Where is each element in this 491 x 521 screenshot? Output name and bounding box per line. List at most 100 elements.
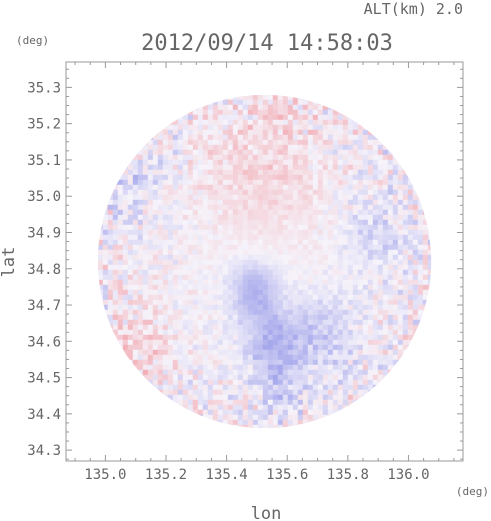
field-cell: [302, 174, 309, 181]
field-cell: [342, 294, 349, 301]
field-cell: [347, 144, 354, 151]
field-cell: [237, 239, 244, 246]
field-cell: [127, 289, 134, 296]
field-cell: [202, 389, 209, 396]
field-cell: [127, 204, 134, 211]
field-cell: [372, 374, 379, 381]
field-cell: [267, 414, 274, 421]
field-cell: [272, 184, 279, 191]
field-cell: [192, 354, 199, 361]
field-cell: [217, 369, 224, 376]
field-cell: [372, 259, 379, 266]
field-cell: [127, 184, 134, 191]
field-cell: [187, 299, 194, 306]
field-cell: [212, 154, 219, 161]
field-cell: [162, 264, 169, 271]
field-cell: [167, 244, 174, 251]
field-cell: [372, 299, 379, 306]
field-cell: [407, 254, 414, 261]
field-cell: [167, 184, 174, 191]
field-cell: [232, 404, 239, 411]
field-cell: [312, 189, 319, 196]
field-cell: [187, 194, 194, 201]
field-cell: [147, 354, 154, 361]
field-cell: [357, 209, 364, 216]
field-cell: [212, 159, 219, 166]
field-cell: [352, 139, 359, 146]
field-cell: [282, 244, 289, 251]
field-cell: [247, 239, 254, 246]
field-cell: [277, 394, 284, 401]
field-cell: [302, 259, 309, 266]
field-cell: [337, 149, 344, 156]
field-cell: [377, 229, 384, 236]
field-cell: [292, 94, 299, 101]
field-cell: [187, 409, 194, 416]
field-cell: [257, 309, 264, 316]
field-cell: [352, 284, 359, 291]
field-cell: [312, 334, 319, 341]
field-cell: [377, 249, 384, 256]
field-cell: [137, 274, 144, 281]
field-cell: [317, 369, 324, 376]
field-cell: [262, 164, 269, 171]
field-cell: [297, 319, 304, 326]
field-cell: [267, 124, 274, 131]
field-cell: [152, 384, 159, 391]
field-cell: [307, 184, 314, 191]
field-cell: [197, 289, 204, 296]
field-cell: [297, 364, 304, 371]
field-cell: [327, 319, 334, 326]
field-cell: [252, 409, 259, 416]
field-cell: [307, 209, 314, 216]
field-cell: [207, 124, 214, 131]
field-cell: [157, 254, 164, 261]
field-cell: [267, 109, 274, 116]
field-cell: [137, 294, 144, 301]
field-cell: [327, 194, 334, 201]
field-cell: [202, 374, 209, 381]
field-cell: [372, 184, 379, 191]
field-cell: [227, 214, 234, 221]
field-cell: [347, 364, 354, 371]
field-cell: [202, 154, 209, 161]
field-cell: [197, 374, 204, 381]
field-cell: [272, 274, 279, 281]
field-cell: [292, 294, 299, 301]
field-cell: [217, 164, 224, 171]
field-cell: [327, 174, 334, 181]
field-cell: [172, 219, 179, 226]
field-cell: [407, 279, 414, 286]
field-cell: [422, 309, 429, 316]
field-cell: [222, 129, 229, 136]
field-cell: [182, 119, 189, 126]
field-cell: [167, 329, 174, 336]
field-cell: [127, 359, 134, 366]
field-cell: [222, 399, 229, 406]
field-cell: [267, 264, 274, 271]
field-cell: [122, 314, 129, 321]
field-cell: [182, 374, 189, 381]
field-cell: [187, 159, 194, 166]
field-cell: [262, 389, 269, 396]
field-cell: [367, 139, 374, 146]
field-cell: [272, 344, 279, 351]
field-cell: [322, 354, 329, 361]
field-cell: [207, 374, 214, 381]
field-cell: [202, 149, 209, 156]
field-cell: [367, 364, 374, 371]
field-cell: [242, 324, 249, 331]
field-cell: [217, 384, 224, 391]
field-cell: [137, 369, 144, 376]
field-cell: [292, 399, 299, 406]
field-cell: [217, 304, 224, 311]
field-cell: [282, 304, 289, 311]
field-cell: [127, 259, 134, 266]
field-cell: [247, 189, 254, 196]
field-cell: [172, 284, 179, 291]
field-cell: [262, 349, 269, 356]
field-cell: [352, 264, 359, 271]
field-cell: [142, 374, 149, 381]
field-cell: [382, 324, 389, 331]
field-cell: [282, 194, 289, 201]
